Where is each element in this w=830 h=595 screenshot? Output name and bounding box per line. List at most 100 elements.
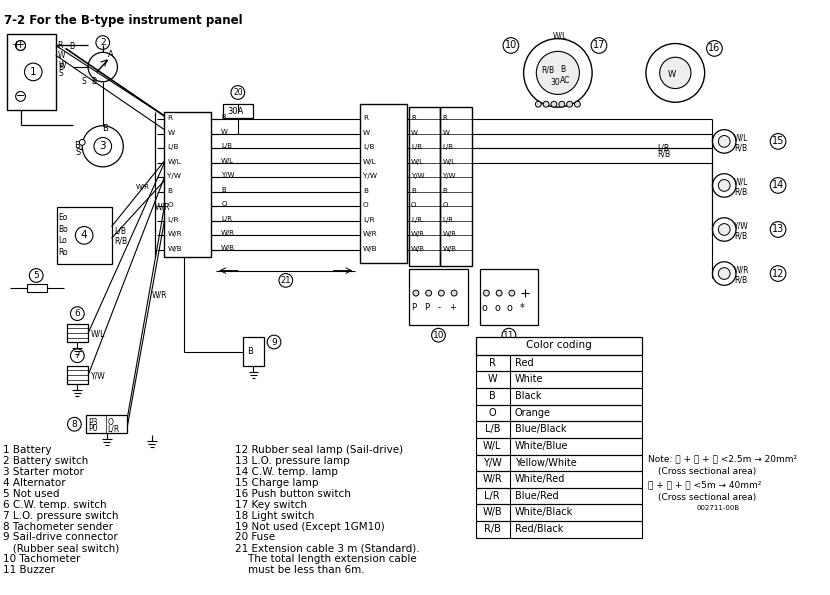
Circle shape (483, 290, 490, 296)
Text: W/R: W/R (734, 266, 749, 275)
Text: W: W (363, 130, 370, 136)
Text: Note: Ⓐ + Ⓑ + Ⓒ <2.5m → 20mm²: Note: Ⓐ + Ⓑ + Ⓒ <2.5m → 20mm² (648, 455, 797, 464)
Text: R/B: R/B (541, 65, 554, 74)
Text: O: O (168, 202, 173, 208)
Bar (476, 388, 642, 405)
Text: Red: Red (515, 358, 534, 368)
Text: O: O (411, 202, 417, 208)
Bar (476, 471, 642, 488)
Bar (476, 438, 642, 455)
Circle shape (712, 262, 736, 285)
Text: Eo: Eo (59, 213, 68, 222)
Circle shape (71, 349, 84, 362)
Text: B: B (489, 391, 496, 401)
Circle shape (432, 328, 446, 342)
Bar (476, 337, 642, 355)
Text: R/B: R/B (115, 236, 128, 245)
Text: S: S (59, 69, 63, 78)
Text: 17: 17 (593, 40, 605, 51)
Text: 2 Battery switch: 2 Battery switch (3, 456, 88, 466)
Text: A: A (108, 51, 114, 60)
Text: 5: 5 (33, 271, 39, 280)
Text: W/R: W/R (136, 184, 150, 190)
Circle shape (706, 40, 722, 57)
Text: O: O (108, 418, 114, 427)
Text: +: + (16, 40, 25, 51)
Text: 10: 10 (432, 331, 444, 340)
Text: White/Black: White/Black (515, 508, 573, 518)
Text: W/B: W/B (168, 246, 182, 252)
Text: W/B: W/B (411, 246, 425, 252)
Bar (476, 505, 642, 521)
Bar (476, 521, 642, 538)
Circle shape (524, 39, 592, 107)
Text: 21 Extension cable 3 m (Standard).: 21 Extension cable 3 m (Standard). (235, 543, 419, 553)
Text: 30A: 30A (227, 107, 243, 116)
Text: W/R: W/R (482, 474, 502, 484)
Text: W/B: W/B (363, 246, 378, 252)
Bar (441, 107, 471, 266)
Text: (Rubber seal switch): (Rubber seal switch) (3, 543, 120, 553)
Circle shape (770, 222, 786, 237)
Text: +: + (449, 303, 456, 312)
Text: R: R (442, 115, 447, 121)
Text: W/L: W/L (553, 32, 568, 41)
Text: (Cross sectional area): (Cross sectional area) (657, 493, 756, 502)
Circle shape (591, 37, 607, 54)
Text: R/B: R/B (484, 524, 500, 534)
Bar (66, 367, 88, 384)
Text: 10: 10 (505, 40, 517, 51)
Bar (86, 415, 127, 433)
Text: B: B (102, 124, 108, 133)
Text: B: B (247, 347, 252, 356)
Text: 14 C.W. temp. lamp: 14 C.W. temp. lamp (235, 466, 338, 477)
Text: B: B (442, 188, 447, 194)
Text: L/B: L/B (363, 145, 374, 151)
Text: 4: 4 (81, 230, 87, 240)
Text: Lo: Lo (59, 236, 67, 245)
Text: S: S (76, 148, 81, 157)
Text: 3 Starter motor: 3 Starter motor (3, 466, 84, 477)
Text: White/Red: White/Red (515, 474, 565, 484)
Circle shape (567, 101, 573, 107)
Text: 7: 7 (75, 351, 81, 360)
Text: +: + (12, 40, 21, 49)
Text: Blue/Red: Blue/Red (515, 491, 559, 501)
Text: L/B: L/B (115, 227, 126, 236)
Text: P3: P3 (88, 418, 98, 427)
Text: B: B (221, 187, 226, 193)
Text: o: o (507, 303, 513, 313)
Text: White/Blue: White/Blue (515, 441, 569, 451)
Circle shape (770, 133, 786, 149)
Text: 3: 3 (100, 141, 106, 151)
Text: W: W (59, 61, 66, 70)
Text: W/L: W/L (442, 159, 456, 165)
Text: must be less than 6m.: must be less than 6m. (235, 565, 364, 575)
Text: Y/W: Y/W (442, 173, 456, 179)
Text: R/B: R/B (734, 143, 747, 152)
Circle shape (551, 101, 557, 107)
Text: 5 Not used: 5 Not used (3, 488, 60, 499)
Circle shape (574, 101, 580, 107)
Text: W/L: W/L (363, 159, 377, 165)
Circle shape (24, 63, 42, 81)
Text: L/B: L/B (442, 145, 453, 151)
Circle shape (96, 36, 110, 49)
Text: 1: 1 (30, 67, 37, 77)
Text: W/R: W/R (363, 231, 378, 237)
Text: R/B: R/B (734, 275, 747, 284)
Text: W/B: W/B (221, 245, 235, 250)
Text: 7-2 For the B-type instrument panel: 7-2 For the B-type instrument panel (4, 14, 242, 27)
Text: 16 Push button switch: 16 Push button switch (235, 488, 351, 499)
Bar (409, 107, 441, 266)
Text: −: − (16, 92, 25, 101)
Text: 16: 16 (708, 43, 720, 54)
Text: P0: P0 (88, 424, 98, 433)
Text: 1 Battery: 1 Battery (3, 445, 51, 455)
Text: 30: 30 (550, 78, 559, 87)
Text: B: B (411, 188, 416, 194)
Text: O: O (489, 408, 496, 418)
Text: W/R: W/R (221, 230, 235, 236)
Text: L/R: L/R (363, 217, 374, 223)
Text: The total length extension cable: The total length extension cable (235, 555, 417, 565)
